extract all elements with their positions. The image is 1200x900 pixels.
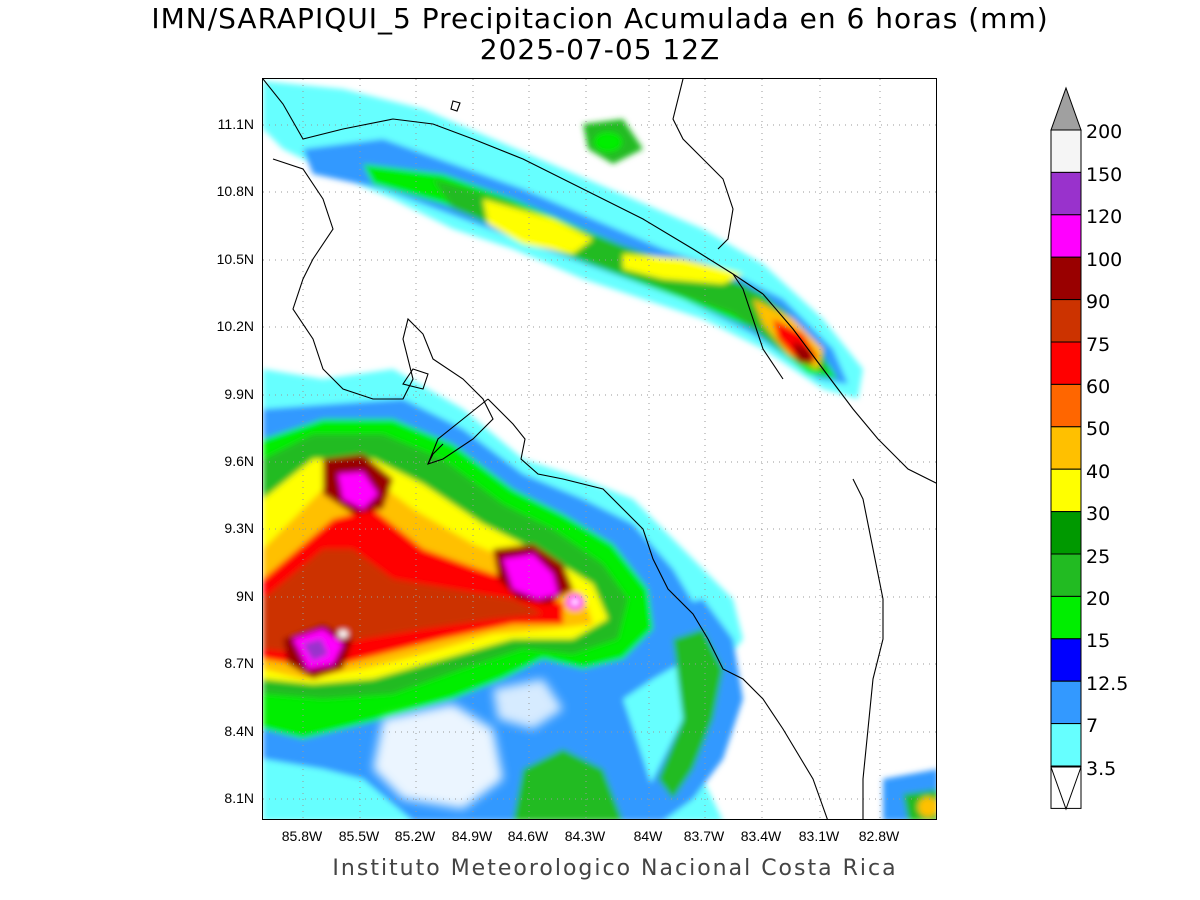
lon-label: 84.6W bbox=[507, 828, 549, 844]
lon-label: 83.7W bbox=[683, 828, 725, 844]
colorbar-cell bbox=[1050, 341, 1082, 385]
colorbar-cell bbox=[1050, 129, 1082, 173]
lon-label: 84W bbox=[633, 828, 663, 844]
lon-label: 84.9W bbox=[451, 828, 493, 844]
colorbar-cell bbox=[1050, 171, 1082, 216]
lat-label: 9N bbox=[236, 588, 254, 604]
colorbar-cell bbox=[1050, 553, 1082, 597]
coastlines bbox=[263, 79, 936, 819]
lat-label: 10.2N bbox=[216, 318, 254, 334]
colorbar-label: 12.5 bbox=[1086, 673, 1129, 695]
colorbar-label: 60 bbox=[1086, 376, 1111, 398]
lat-label: 9.9N bbox=[224, 386, 254, 402]
colorbar-label: 50 bbox=[1086, 418, 1111, 440]
colorbar-label: 25 bbox=[1086, 546, 1111, 568]
lat-label: 10.5N bbox=[216, 251, 254, 267]
colorbar-label: 200 bbox=[1086, 121, 1123, 143]
colorbar-top-arrow bbox=[1050, 86, 1082, 131]
colorbar-cell bbox=[1050, 680, 1082, 725]
colorbar-cell bbox=[1050, 638, 1082, 682]
colorbar-cell bbox=[1050, 595, 1082, 640]
map-title: IMN/SARAPIQUI_5 Precipitacion Acumulada … bbox=[151, 2, 1049, 35]
footer-credit: Instituto Meteorologico Nacional Costa R… bbox=[332, 856, 898, 881]
lon-label: 85.8W bbox=[281, 828, 323, 844]
rain-band-north bbox=[263, 81, 863, 399]
colorbar-label: 3.5 bbox=[1086, 758, 1117, 780]
dry-areas bbox=[373, 639, 913, 809]
colorbar-cell bbox=[1050, 723, 1082, 767]
lon-label: 82.8W bbox=[858, 828, 900, 844]
lat-label: 8.7N bbox=[224, 655, 254, 671]
colorbar-bottom-arrow bbox=[1050, 766, 1082, 811]
colorbar-label: 30 bbox=[1086, 503, 1111, 525]
lat-label: 9.3N bbox=[224, 520, 254, 536]
map-canvas bbox=[263, 79, 936, 819]
colorbar-cells bbox=[1050, 129, 1082, 809]
colorbar-cell bbox=[1050, 299, 1082, 343]
lat-label: 11.1N bbox=[217, 116, 254, 132]
lon-label: 85.2W bbox=[394, 828, 436, 844]
precipitation-map bbox=[262, 78, 937, 820]
lat-label: 8.4N bbox=[224, 723, 254, 739]
lat-label: 9.6N bbox=[224, 453, 254, 469]
colorbar bbox=[1050, 86, 1082, 811]
colorbar-cell bbox=[1050, 511, 1082, 555]
colorbar-cell bbox=[1050, 468, 1082, 513]
rain-band-south bbox=[263, 369, 936, 819]
colorbar-cell bbox=[1050, 426, 1082, 470]
lat-label: 10.8N bbox=[216, 183, 254, 199]
colorbar-label: 90 bbox=[1086, 291, 1111, 313]
colorbar-label: 7 bbox=[1086, 715, 1099, 737]
lon-label: 83.1W bbox=[798, 828, 840, 844]
lon-label: 84.3W bbox=[564, 828, 606, 844]
colorbar-cell bbox=[1050, 256, 1082, 301]
lon-label: 83.4W bbox=[740, 828, 782, 844]
map-subtitle-date: 2025-07-05 12Z bbox=[479, 33, 721, 66]
lon-label: 85.5W bbox=[338, 828, 380, 844]
colorbar-label: 40 bbox=[1086, 461, 1111, 483]
colorbar-label: 120 bbox=[1086, 206, 1123, 228]
colorbar-label: 100 bbox=[1086, 249, 1123, 271]
colorbar-cell bbox=[1050, 383, 1082, 428]
colorbar-label: 75 bbox=[1086, 334, 1111, 356]
colorbar-label: 20 bbox=[1086, 588, 1111, 610]
lat-label: 8.1N bbox=[224, 790, 254, 806]
colorbar-cell bbox=[1050, 214, 1082, 258]
colorbar-label: 15 bbox=[1086, 630, 1111, 652]
colorbar-label: 150 bbox=[1086, 164, 1123, 186]
